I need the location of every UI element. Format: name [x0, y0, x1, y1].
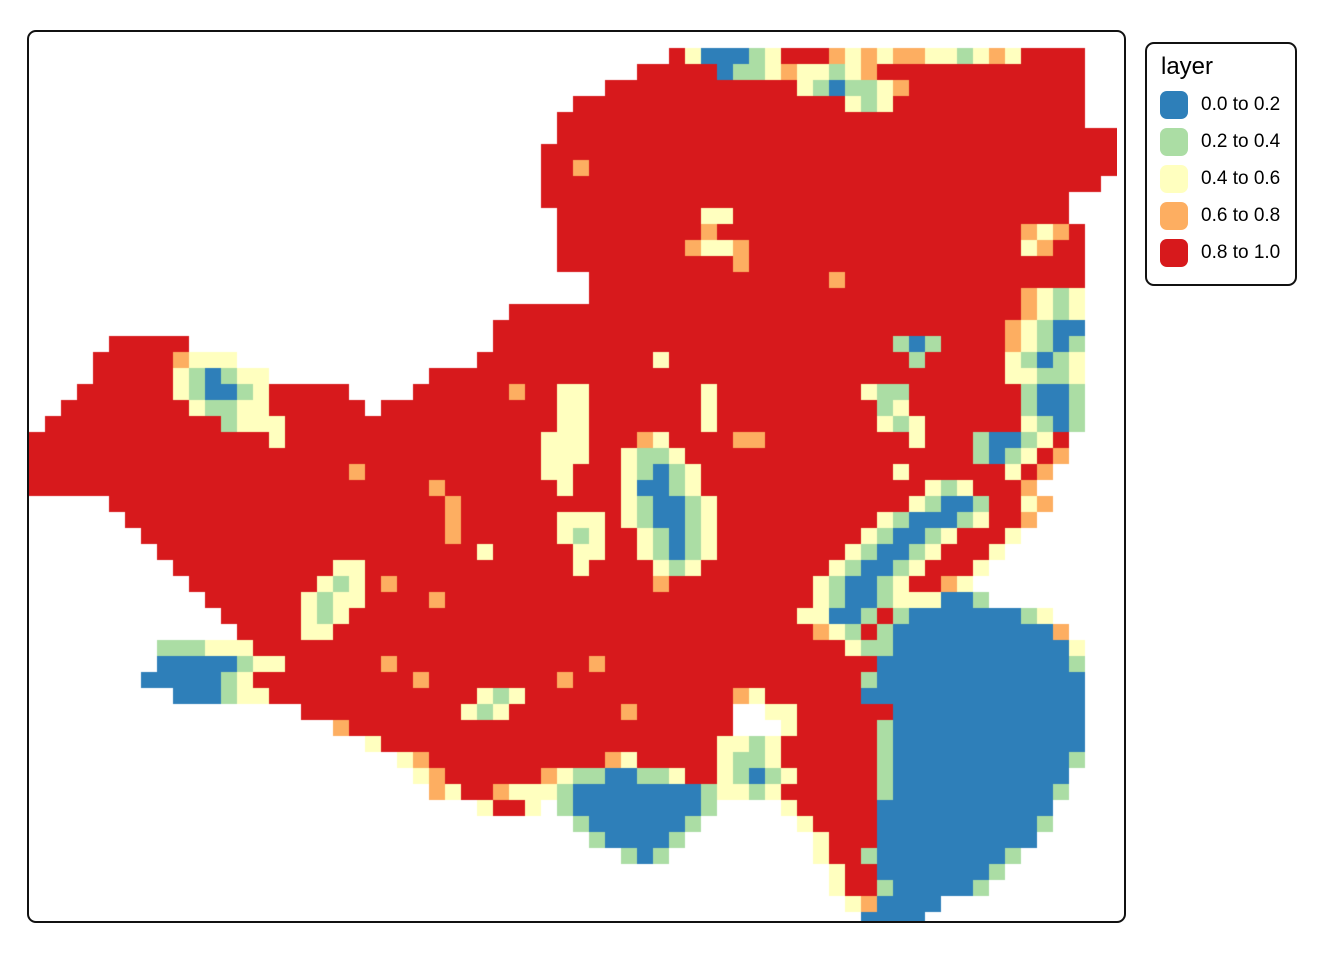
legend-item: 0.6 to 0.8: [1160, 197, 1295, 234]
legend-item: 0.4 to 0.6: [1160, 160, 1295, 197]
legend-title: layer: [1161, 53, 1214, 80]
raster-map-canvas: [29, 32, 1117, 921]
legend-item: 0.8 to 1.0: [1160, 234, 1295, 271]
legend-swatch: [1160, 127, 1188, 156]
legend-item-label: 0.0 to 0.2: [1201, 93, 1281, 115]
legend-item-label: 0.6 to 0.8: [1201, 204, 1281, 226]
map-panel: [27, 30, 1126, 923]
legend-swatch: [1160, 90, 1188, 119]
legend-items: 0.0 to 0.2 0.2 to 0.4 0.4 to 0.6 0.6 to 0.8…: [1160, 86, 1295, 271]
legend-item: 0.2 to 0.4: [1160, 123, 1295, 160]
legend-item: 0.0 to 0.2: [1160, 86, 1295, 123]
legend-swatch: [1160, 164, 1188, 193]
legend-swatch: [1160, 238, 1188, 267]
legend-item-label: 0.2 to 0.4: [1201, 130, 1281, 152]
legend-item-label: 0.4 to 0.6: [1201, 167, 1281, 189]
legend-swatch: [1160, 201, 1188, 230]
legend-item-label: 0.8 to 1.0: [1201, 241, 1281, 263]
legend: layer 0.0 to 0.2 0.2 to 0.4 0.4 to 0.6 0.6 …: [1145, 42, 1297, 286]
